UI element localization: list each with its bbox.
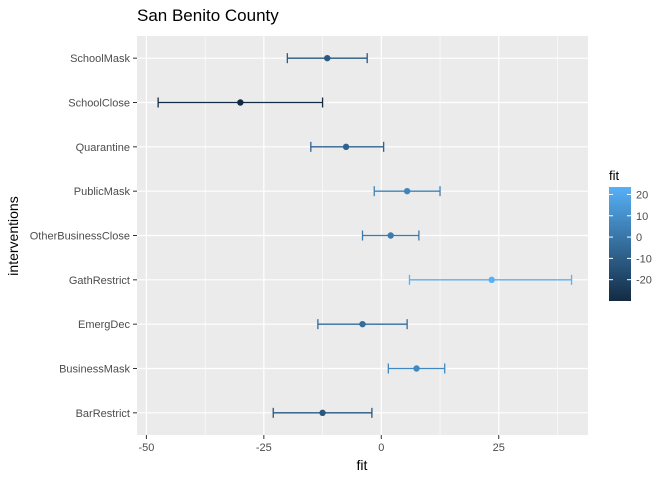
y-tick-label: OtherBusinessClose <box>30 231 130 243</box>
y-tick-label: BarRestrict <box>76 408 130 420</box>
y-axis: SchoolMask SchoolClose Quarantine PublicMas… <box>30 53 137 420</box>
color-legend: fit 20 10 0 -10 -20 <box>609 168 652 301</box>
legend-title: fit <box>609 168 620 183</box>
chart-title: San Benito County <box>137 6 279 25</box>
chart-marks <box>157 53 573 418</box>
x-tick-label: 25 <box>493 442 505 454</box>
data-point <box>342 143 350 151</box>
data-point <box>488 276 495 284</box>
y-tick-label: BusinessMask <box>59 364 130 376</box>
data-point <box>237 99 244 106</box>
x-tick-label: -25 <box>256 442 272 454</box>
data-point <box>403 187 411 195</box>
data-point <box>387 232 394 239</box>
y-tick-label: EmergDec <box>78 319 130 331</box>
y-tick-label: SchoolMask <box>70 53 130 65</box>
x-tick-label: 0 <box>378 442 384 454</box>
legend-tick-label: -10 <box>636 253 652 265</box>
y-tick-label: SchoolClose <box>68 98 130 110</box>
legend-tick-label: 0 <box>636 232 642 244</box>
legend-tick-label: 10 <box>636 211 648 223</box>
legend-colorbar <box>609 187 631 301</box>
legend-ticks: 20 10 0 -10 -20 <box>609 189 652 287</box>
x-axis-title: fit <box>357 457 368 473</box>
data-point <box>413 365 420 372</box>
y-tick-label: PublicMask <box>74 186 131 198</box>
legend-tick-label: -20 <box>636 275 652 287</box>
data-point <box>319 409 326 417</box>
data-point <box>324 54 331 62</box>
y-tick-label: GathRestrict <box>69 275 130 287</box>
data-point <box>359 320 366 328</box>
legend-tick-label: 20 <box>636 189 648 201</box>
y-axis-title: interventions <box>5 196 21 275</box>
y-tick-label: Quarantine <box>76 142 130 154</box>
x-axis: -50 -25 0 25 <box>138 435 505 454</box>
x-tick-label: -50 <box>138 442 154 454</box>
